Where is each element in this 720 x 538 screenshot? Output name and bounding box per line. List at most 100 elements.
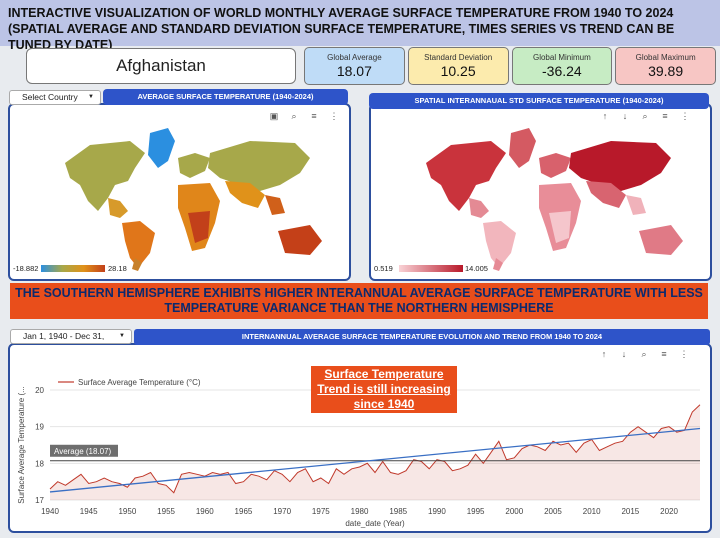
timeseries-toolbar: ↑ ↓ ⌕ ≡ ⋮ xyxy=(598,349,690,360)
std-temperature-map-panel: ↑ ↓ ⌕ ≡ ⋮ 0.519 14.005 xyxy=(369,103,712,281)
map-region-patagonia[interactable] xyxy=(132,258,142,271)
average-label: Average (18.07) xyxy=(54,447,112,456)
map1-header: AVERAGE SURFACE TEMPERATURE (1940-2024) xyxy=(103,89,348,105)
y-axis-label: Surface Average Temperature (... xyxy=(17,386,26,504)
kpi-card-standard-deviation: Standard Deviation 10.25 xyxy=(407,47,509,85)
more-icon[interactable]: ⋮ xyxy=(679,349,689,359)
menu-icon[interactable]: ≡ xyxy=(661,349,667,359)
map1-toolbar: ▣ ⌕ ≡ ⋮ xyxy=(268,111,340,122)
kpi-card-global-average: Global Average 18.07 xyxy=(304,47,405,85)
average-temperature-map-panel: ▣ ⌕ ≡ ⋮ -18.882 28.18 xyxy=(8,103,351,281)
map-region-southeast-asia[interactable] xyxy=(265,195,285,215)
map-region-europe[interactable] xyxy=(178,153,210,178)
std-temperature-map[interactable] xyxy=(371,123,710,273)
map-region-greenland[interactable] xyxy=(509,128,536,168)
timeseries-header: INTERNANNUAL AVERAGE SURFACE TEMPERATURE… xyxy=(134,329,710,345)
kpi-card-global-maximum: Global Maximum 39.89 xyxy=(615,47,716,85)
map-region-australia[interactable] xyxy=(278,225,322,255)
kpi-card-global-minimum: Global Minimum -36.24 xyxy=(511,47,613,85)
title-bar: INTERACTIVE VISUALIZATION OF WORLD MONTH… xyxy=(0,0,720,52)
more-icon[interactable]: ⋮ xyxy=(680,111,690,121)
zoom-icon[interactable]: ⌕ xyxy=(642,111,648,121)
kpi-value: -36.24 xyxy=(542,63,582,79)
map2-toolbar: ↑ ↓ ⌕ ≡ ⋮ xyxy=(599,111,691,122)
x-tick-label: 1945 xyxy=(80,507,98,516)
map-region-central-africa[interactable] xyxy=(188,211,210,243)
page-title: INTERACTIVE VISUALIZATION OF WORLD MONTH… xyxy=(8,6,675,52)
x-tick-label: 1975 xyxy=(312,507,330,516)
average-label-box xyxy=(50,444,118,457)
x-tick-label: 2000 xyxy=(505,507,523,516)
map-region-australia[interactable] xyxy=(639,225,683,255)
x-tick-label: 2020 xyxy=(660,507,678,516)
y-tick-label: 17 xyxy=(35,496,44,505)
x-tick-label: 1980 xyxy=(351,507,369,516)
insight-banner: THE SOUTHERN HEMISPHERE EXHIBITS HIGHER … xyxy=(10,283,708,319)
map-region-north-america[interactable] xyxy=(65,141,145,211)
x-tick-label: 2015 xyxy=(621,507,639,516)
x-tick-label: 1985 xyxy=(389,507,407,516)
x-tick-label: 1990 xyxy=(428,507,446,516)
country-display: Afghanistan xyxy=(26,48,296,84)
kpi-value: 10.25 xyxy=(440,63,476,79)
date-range-select[interactable]: Jan 1, 1940 - Dec 31, ▼ xyxy=(10,329,132,344)
kpi-label: Global Average xyxy=(327,53,382,62)
kpi-label: Global Maximum xyxy=(635,53,696,62)
x-tick-label: 1955 xyxy=(157,507,175,516)
map-region-central-america[interactable] xyxy=(108,198,128,218)
map-region-south-america[interactable] xyxy=(122,221,155,268)
map-region-asia[interactable] xyxy=(208,141,310,191)
trend-annotation: Surface Temperature Trend is still incre… xyxy=(311,366,457,413)
y-tick-label: 18 xyxy=(35,459,44,468)
kpi-label: Global Minimum xyxy=(532,53,591,62)
map-region-south-asia[interactable] xyxy=(225,181,265,208)
arrow-down-icon[interactable]: ↓ xyxy=(621,349,627,359)
y-tick-label: 19 xyxy=(35,423,44,432)
zoom-icon[interactable]: ⌕ xyxy=(641,349,647,359)
timeseries-panel: ↑ ↓ ⌕ ≡ ⋮ 17 18 19 20 1940 1945 1950 1955 1960 19… xyxy=(8,343,712,533)
kpi-row: Global Average 18.07 Standard Deviation … xyxy=(304,47,716,85)
x-tick-label: 2005 xyxy=(544,507,562,516)
map2-legend-min: 0.519 xyxy=(374,264,393,273)
map-region-central-africa[interactable] xyxy=(549,211,571,243)
y-tick-label: 20 xyxy=(35,386,44,395)
zoom-icon[interactable]: ⌕ xyxy=(291,111,297,121)
map1-legend-min: -18.882 xyxy=(13,264,39,273)
kpi-value: 18.07 xyxy=(336,63,372,79)
menu-icon[interactable]: ≡ xyxy=(311,111,317,121)
kpi-label: Standard Deviation xyxy=(424,53,493,62)
x-tick-label: 1940 xyxy=(41,507,59,516)
map-region-europe[interactable] xyxy=(539,153,571,178)
arrow-up-icon[interactable]: ↑ xyxy=(602,111,608,121)
map-region-south-america[interactable] xyxy=(483,221,516,268)
map-region-north-america[interactable] xyxy=(426,141,506,211)
map2-legend-gradient xyxy=(399,265,463,272)
image-icon[interactable]: ▣ xyxy=(269,111,279,121)
map2-header: SPATIAL INTERANNAUAL STD SURFACE TEMPERA… xyxy=(369,93,709,109)
chevron-down-icon: ▼ xyxy=(119,333,125,339)
kpi-value: 39.89 xyxy=(648,63,684,79)
menu-icon[interactable]: ≡ xyxy=(662,111,668,121)
arrow-down-icon[interactable]: ↓ xyxy=(622,111,628,121)
x-axis-label: date_date (Year) xyxy=(345,519,405,528)
map1-legend-max: 28.18 xyxy=(108,264,127,273)
x-tick-label: 1965 xyxy=(235,507,253,516)
map-region-southeast-asia[interactable] xyxy=(626,195,646,215)
map-region-greenland[interactable] xyxy=(148,128,175,168)
arrow-up-icon[interactable]: ↑ xyxy=(601,349,607,359)
timeseries-chart[interactable]: 17 18 19 20 1940 1945 1950 1955 1960 1965 1970 1975… xyxy=(10,345,710,531)
average-temperature-map[interactable] xyxy=(10,123,349,273)
map2-legend-max: 14.005 xyxy=(465,264,488,273)
map-region-central-america[interactable] xyxy=(469,198,489,218)
x-tick-label: 1970 xyxy=(273,507,291,516)
country-select[interactable]: Select Country ▼ xyxy=(9,90,101,105)
map-region-patagonia[interactable] xyxy=(493,258,503,271)
x-tick-label: 1960 xyxy=(196,507,214,516)
map-region-asia[interactable] xyxy=(569,141,671,191)
chevron-down-icon: ▼ xyxy=(88,94,94,100)
map-region-south-asia[interactable] xyxy=(586,181,626,208)
map1-legend-gradient xyxy=(41,265,105,272)
x-tick-label: 1950 xyxy=(118,507,136,516)
more-icon[interactable]: ⋮ xyxy=(329,111,339,121)
date-range-label: Jan 1, 1940 - Dec 31, xyxy=(23,331,105,341)
